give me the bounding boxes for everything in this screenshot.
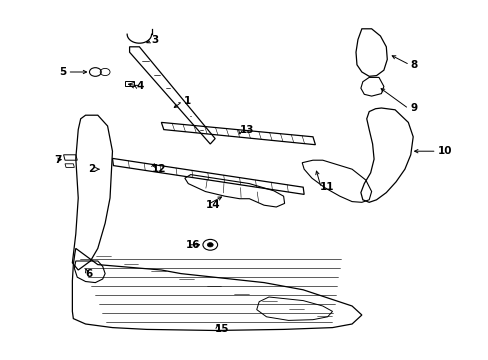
Text: 8: 8 bbox=[410, 60, 417, 70]
Text: 13: 13 bbox=[239, 125, 254, 135]
Text: 12: 12 bbox=[151, 164, 166, 174]
Text: 7: 7 bbox=[54, 155, 61, 165]
Text: 3: 3 bbox=[151, 35, 159, 45]
Text: 2: 2 bbox=[88, 164, 95, 174]
Text: 16: 16 bbox=[185, 240, 200, 250]
Text: 9: 9 bbox=[410, 103, 417, 113]
Text: 11: 11 bbox=[320, 182, 334, 192]
Text: 4: 4 bbox=[137, 81, 144, 91]
Text: 10: 10 bbox=[437, 146, 451, 156]
Text: 5: 5 bbox=[59, 67, 66, 77]
Text: 6: 6 bbox=[85, 269, 93, 279]
Text: 14: 14 bbox=[205, 200, 220, 210]
Text: 1: 1 bbox=[183, 96, 190, 106]
Circle shape bbox=[207, 243, 213, 247]
Text: 15: 15 bbox=[215, 324, 229, 334]
